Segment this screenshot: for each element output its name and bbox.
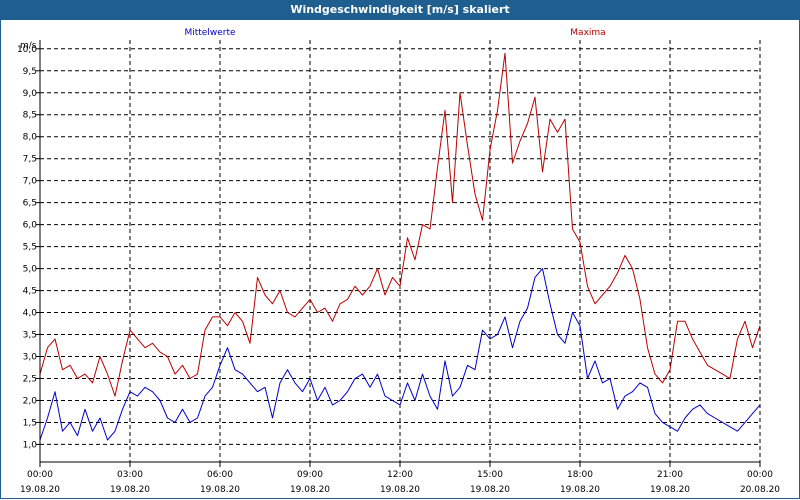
y-axis-unit-label: m/s [20, 41, 37, 51]
x-tick-time-label: 12:00 [387, 470, 413, 480]
legend-maxima: Maxima [570, 28, 605, 38]
y-tick-label: 4,5 [23, 287, 37, 297]
y-tick-label: 9,0 [23, 89, 38, 99]
x-tick-date-label: 19.08.20 [20, 485, 60, 495]
x-tick-time-label: 18:00 [567, 470, 593, 480]
x-tick-date-label: 19.08.20 [560, 485, 600, 495]
x-tick-time-label: 06:00 [207, 470, 233, 480]
x-tick-time-label: 00:00 [747, 470, 773, 480]
y-tick-label: 2,0 [23, 396, 38, 406]
grid [39, 40, 761, 462]
y-tick-label: 1,5 [23, 418, 37, 428]
y-tick-label: 3,5 [23, 331, 37, 341]
x-tick-date-label: 20.08.20 [740, 485, 780, 495]
y-tick-label: 6,5 [23, 199, 37, 209]
y-tick-label: 4,0 [23, 309, 38, 319]
x-tick-date-label: 19.08.20 [650, 485, 690, 495]
x-tick-date-label: 19.08.20 [110, 485, 150, 495]
x-tick-date-label: 19.08.20 [290, 485, 330, 495]
y-tick-label: 5,5 [23, 243, 37, 253]
tick-labels: 1,0 1,5 2,0 2,5 3,0 3,5 4,0 4,5 5,0 5,5 6,0 6,5 7,0 7… [17, 45, 780, 495]
series-lines [39, 52, 761, 441]
x-tick-time-label: 00:00 [27, 470, 53, 480]
x-tick-date-label: 19.08.20 [200, 485, 240, 495]
y-tick-label: 8,0 [23, 133, 38, 143]
y-tick-label: 9,5 [23, 67, 37, 77]
x-tick-time-label: 15:00 [477, 470, 503, 480]
x-tick-time-label: 03:00 [117, 470, 143, 480]
y-tick-label: 8,5 [23, 111, 37, 121]
y-tick-label: 2,5 [23, 374, 37, 384]
y-tick-label: 1,0 [23, 440, 38, 450]
axes [36, 40, 761, 467]
series-line-mittelwerte [39, 268, 761, 441]
legend-mittelwerte: Mittelwerte [184, 28, 235, 38]
window-title: Windgeschwindigkeit [m/s] skaliert [0, 0, 800, 20]
y-tick-label: 7,5 [23, 155, 37, 165]
x-tick-time-label: 21:00 [657, 470, 683, 480]
series-line-maxima [39, 52, 761, 397]
y-tick-label: 7,0 [23, 177, 38, 187]
x-tick-date-label: 19.08.20 [470, 485, 510, 495]
y-tick-label: 5,0 [23, 265, 38, 275]
x-tick-time-label: 09:00 [297, 470, 323, 480]
y-tick-label: 3,0 [23, 353, 38, 363]
y-tick-label: 10,0 [17, 45, 37, 55]
y-tick-label: 6,0 [23, 221, 38, 231]
x-tick-date-label: 19.08.20 [380, 485, 420, 495]
